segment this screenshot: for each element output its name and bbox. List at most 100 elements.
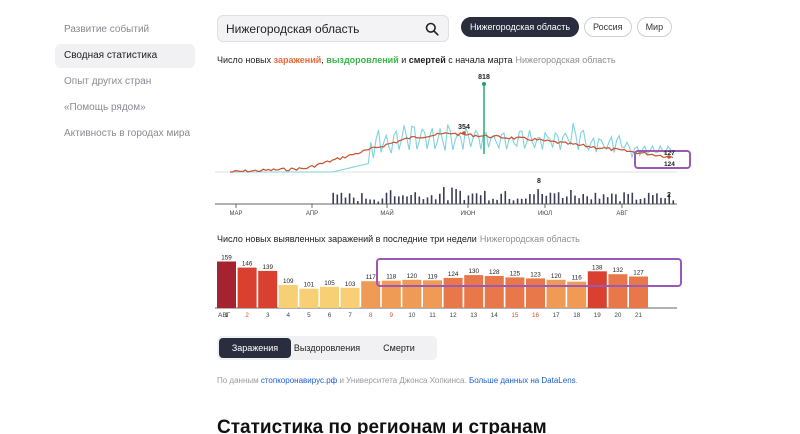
bar[interactable] [402, 279, 422, 308]
source-link-datalens[interactable]: Больше данных на DataLens [468, 376, 576, 385]
bar-day-label: 7 [348, 312, 352, 319]
chart1-title-deaths: смертей [408, 55, 446, 65]
chart2-highlight-box [376, 258, 682, 287]
bar[interactable] [381, 280, 401, 308]
tab-recoveries[interactable]: Выздоровления [293, 343, 361, 353]
bar-value-label: 117 [366, 274, 377, 281]
infected-peak-dot [462, 131, 466, 135]
death-bar [434, 199, 437, 204]
death-bar [406, 196, 408, 204]
search-icon[interactable] [425, 22, 439, 36]
death-bar [594, 192, 597, 204]
bar[interactable] [423, 280, 442, 308]
sidebar-item-city-activity[interactable]: Активность в городах мира [64, 128, 191, 139]
bar-day-label: 6 [328, 312, 332, 319]
death-bar [529, 194, 531, 204]
death-bar [631, 192, 634, 204]
death-bar [471, 193, 474, 204]
bar[interactable] [526, 278, 545, 308]
bar[interactable] [567, 281, 587, 308]
bar-value-label: 139 [262, 264, 273, 271]
bar[interactable] [278, 285, 298, 308]
bar-day-label: 8 [369, 312, 373, 319]
death-bar [512, 200, 515, 204]
bar-value-label: 118 [386, 274, 397, 281]
tab-deaths[interactable]: Смерти [383, 343, 415, 353]
death-bar [479, 195, 482, 204]
sidebar-item-help-nearby[interactable]: «Помощь рядом» [64, 102, 146, 113]
death-bar [385, 192, 388, 204]
bar[interactable] [443, 277, 463, 308]
death-bar [643, 198, 646, 204]
bar-day-label: 16 [532, 312, 540, 319]
bar-value-label: 116 [572, 275, 583, 282]
bar-day-label: 18 [573, 312, 581, 319]
bar[interactable] [258, 270, 278, 308]
death-bar [357, 201, 359, 204]
bar-value-label: 120 [407, 273, 418, 280]
bar[interactable] [484, 276, 504, 308]
death-bar [484, 190, 486, 204]
bar[interactable] [340, 287, 360, 308]
death-bar [582, 194, 584, 204]
bar-value-label: 125 [510, 270, 521, 277]
section-title: Статистика по регионам и странам [217, 417, 547, 434]
death-bar [443, 187, 445, 204]
death-bar [647, 192, 650, 204]
pill-russia[interactable]: Россия [584, 17, 632, 37]
death-bar [439, 193, 441, 204]
death-bar [377, 201, 380, 204]
bar-value-label: 109 [283, 278, 294, 285]
bar[interactable] [361, 281, 381, 308]
bar-value-label: 132 [613, 267, 624, 274]
chart2-region: Нижегородская область [479, 234, 580, 244]
bar[interactable] [608, 274, 628, 308]
sidebar-item-events[interactable]: Развитие событий [64, 24, 150, 35]
death-bar [668, 194, 670, 204]
pill-nizhny[interactable]: Нижегородская область [461, 17, 580, 37]
death-bar [508, 199, 511, 204]
death-bar [623, 192, 625, 204]
bar[interactable] [505, 277, 525, 308]
bar-value-label: 120 [551, 273, 562, 280]
month-label: АПР [306, 211, 318, 217]
death-bar [545, 195, 548, 204]
data-source: По данным стопкоронавирус.рф и Университ… [217, 376, 578, 385]
death-bar [426, 197, 429, 204]
death-bar [410, 195, 412, 204]
death-bar [344, 197, 347, 204]
region-search-input[interactable] [218, 21, 418, 36]
bar-day-label: 20 [614, 312, 622, 319]
death-bar [652, 195, 654, 204]
death-bar [459, 190, 461, 204]
bar[interactable] [299, 288, 319, 308]
chart1-title-infections: заражений [273, 55, 322, 65]
death-bar [561, 198, 564, 204]
source-link-stopcoronavirus[interactable]: стопкоронавирус.рф [260, 376, 338, 385]
tab-infections[interactable]: Заражения [219, 338, 291, 358]
bar[interactable] [320, 286, 339, 308]
bar[interactable] [217, 261, 236, 309]
chart1-region: Нижегородская область [515, 55, 616, 65]
three-weeks-bar-chart: 1591146213931094101510561037117811891201… [215, 255, 682, 319]
pill-world[interactable]: Мир [636, 17, 673, 37]
chart2-title: Число новых выявленных заражений в после… [217, 234, 580, 244]
bar[interactable] [587, 271, 607, 308]
death-bar [348, 193, 351, 204]
death-bar [516, 198, 519, 204]
bar[interactable] [237, 267, 257, 308]
region-pills: Нижегородская область Россия Мир [461, 17, 673, 37]
bar-value-label: 124 [448, 271, 459, 278]
bar-day-label: 3 [266, 312, 270, 319]
chart1-title-suffix: с начала марта [445, 55, 513, 65]
death-bar [578, 198, 580, 204]
bar[interactable] [629, 276, 648, 309]
sidebar-item-summary[interactable]: Сводная статистика [55, 44, 195, 68]
metric-tabs: Заражения Выздоровления Смерти [217, 336, 437, 360]
death-bar [537, 189, 539, 204]
sidebar-item-other-countries[interactable]: Опыт других стран [64, 76, 152, 87]
chart2-month-label: АВГ [218, 312, 231, 319]
bar-day-label: 5 [307, 312, 311, 319]
bar[interactable] [464, 275, 484, 308]
bar[interactable] [546, 279, 566, 308]
